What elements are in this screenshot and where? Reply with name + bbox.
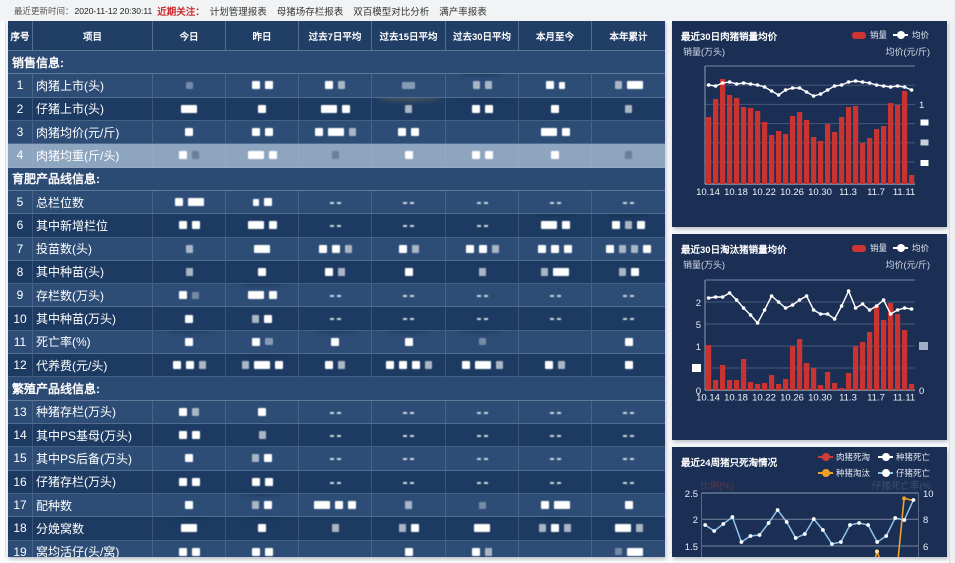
svg-text:6: 6 [923, 542, 928, 553]
svg-text:5: 5 [696, 320, 701, 331]
svg-text:1: 1 [919, 100, 924, 111]
svg-text:10: 10 [923, 489, 934, 500]
svg-text:0: 0 [696, 386, 701, 397]
svg-text:10.26: 10.26 [780, 393, 804, 404]
svg-text:10.22: 10.22 [752, 187, 776, 198]
svg-text:11.7: 11.7 [867, 393, 885, 404]
svg-text:0: 0 [919, 386, 924, 397]
svg-text:10.14: 10.14 [696, 187, 720, 198]
svg-text:10.14: 10.14 [696, 393, 720, 404]
svg-text:10.26: 10.26 [780, 187, 804, 198]
svg-text:8: 8 [923, 515, 928, 526]
svg-text:11.11: 11.11 [893, 393, 915, 404]
svg-text:2.5: 2.5 [685, 489, 698, 500]
svg-text:1: 1 [696, 342, 701, 353]
svg-text:10.18: 10.18 [724, 393, 748, 404]
svg-text:10.18: 10.18 [724, 187, 748, 198]
svg-text:11.11: 11.11 [893, 187, 915, 198]
svg-text:10.30: 10.30 [808, 187, 832, 198]
svg-text:11.7: 11.7 [867, 187, 885, 198]
svg-text:2: 2 [696, 298, 701, 309]
svg-text:10.30: 10.30 [808, 393, 832, 404]
svg-text:10.22: 10.22 [752, 393, 776, 404]
svg-text:11.3: 11.3 [839, 393, 857, 404]
svg-text:11.3: 11.3 [839, 187, 857, 198]
svg-text:1.5: 1.5 [685, 542, 698, 553]
svg-text:2: 2 [693, 515, 698, 526]
